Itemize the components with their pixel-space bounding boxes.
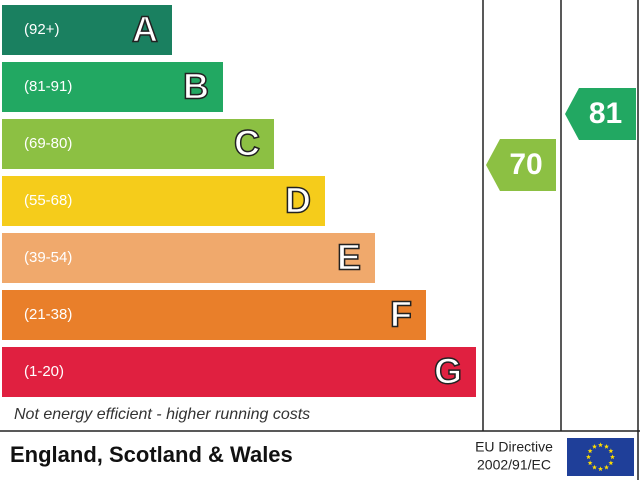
band-letter: E [337,237,361,278]
eu-star [604,444,609,449]
eu-star [598,466,603,472]
eu-star [587,448,593,454]
eu-star [604,464,609,470]
rating-value: 81 [589,97,622,130]
band-range: (69-80) [24,135,72,152]
rating-arrow [565,88,636,140]
eu-star [592,464,597,470]
eu-star [610,454,615,460]
rating-arrow [486,139,556,191]
band-range: (1-20) [24,363,64,380]
band-bar [2,5,172,55]
directive-title: EU Directive [475,439,553,455]
ratings: 70 81 [486,88,636,191]
region: England, Scotland & Wales [10,442,293,467]
eu-star [608,448,614,454]
band-bar [2,347,476,397]
eu-star [592,444,597,449]
band-letter: B [183,66,209,107]
footer-note: Not energy efficient - higher running co… [14,406,310,423]
band-letter: A [132,9,158,50]
band-bar [2,176,325,226]
band-bar [2,233,375,283]
band-bar [2,62,223,112]
band-range: (21-38) [24,306,72,323]
rating-value: 70 [509,148,542,181]
eu-star [586,454,591,460]
band-range: (81-91) [24,78,72,95]
band-letter: C [234,123,260,164]
eu-stars [586,442,615,472]
band-range: (55-68) [24,192,72,209]
eu-star [608,460,614,466]
band-letter: G [434,351,462,392]
eu-star [587,460,593,466]
band-range: (39-54) [24,249,72,266]
band-letter: D [285,180,311,221]
directive-code: 2002/91/EC [477,457,551,473]
band-range: (92+) [24,21,59,38]
bands: (92+) A (81-91) B (69-80) C (55-68) D (39-54) E (2… [2,5,476,397]
eu-star [598,442,603,448]
band-bar [2,290,426,340]
band-bar [2,119,274,169]
band-letter: F [390,294,412,335]
